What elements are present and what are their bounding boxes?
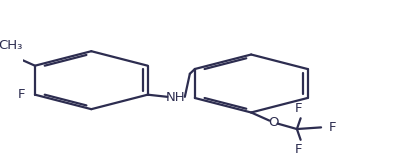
Text: NH: NH bbox=[166, 91, 185, 104]
Text: F: F bbox=[295, 143, 303, 156]
Text: F: F bbox=[329, 121, 337, 134]
Text: F: F bbox=[18, 88, 26, 101]
Text: F: F bbox=[295, 102, 303, 115]
Text: O: O bbox=[269, 116, 279, 129]
Text: CH₃: CH₃ bbox=[0, 39, 23, 52]
